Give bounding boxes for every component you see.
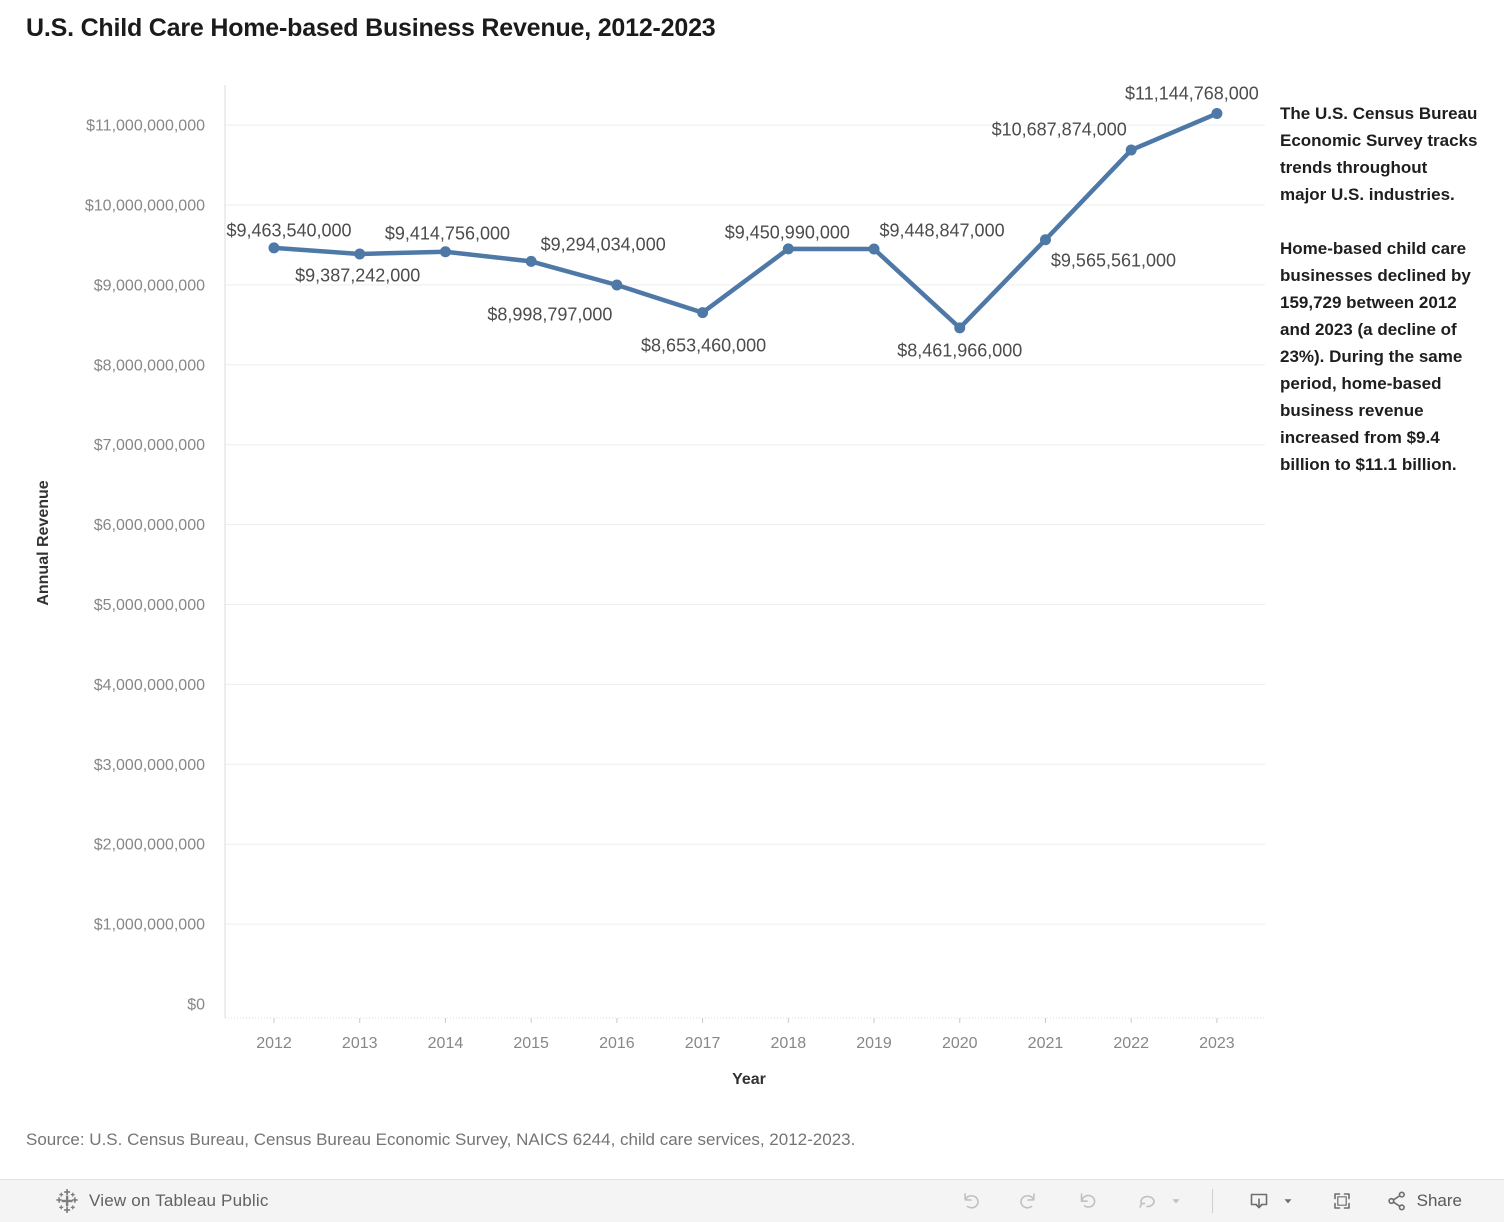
data-point[interactable]	[697, 307, 709, 319]
download-button[interactable]	[1246, 1188, 1272, 1214]
share-button[interactable]: Share	[1385, 1189, 1462, 1213]
fullscreen-button[interactable]	[1329, 1188, 1355, 1214]
reset-button[interactable]	[1075, 1188, 1101, 1214]
chart-title: U.S. Child Care Home-based Business Reve…	[26, 14, 716, 42]
y-tick-label: $0	[187, 997, 205, 1014]
data-point[interactable]	[439, 246, 451, 258]
data-point[interactable]	[1125, 144, 1137, 156]
data-point[interactable]	[868, 243, 880, 255]
data-point-label: $8,998,797,000	[487, 304, 613, 325]
y-tick-label: $3,000,000,000	[94, 757, 205, 774]
data-point[interactable]	[268, 242, 280, 254]
x-tick-label: 2018	[771, 1035, 807, 1052]
x-tick-label: 2023	[1199, 1035, 1235, 1052]
refresh-options-button[interactable]	[1168, 1188, 1184, 1214]
x-tick-label: 2017	[685, 1035, 721, 1052]
data-point[interactable]	[954, 322, 966, 334]
data-point[interactable]	[1211, 108, 1223, 120]
y-tick-label: $11,000,000,000	[86, 118, 205, 135]
data-point-label: $9,387,242,000	[295, 265, 421, 286]
y-tick-label: $1,000,000,000	[94, 917, 205, 934]
refresh-button[interactable]	[1134, 1188, 1160, 1214]
x-axis-title: Year	[732, 1071, 766, 1088]
data-point-label: $9,294,034,000	[540, 234, 666, 255]
data-point-label: $9,414,756,000	[384, 223, 510, 244]
y-tick-label: $8,000,000,000	[94, 357, 205, 374]
redo-icon	[1019, 1193, 1035, 1209]
undo-icon	[963, 1193, 979, 1209]
plot-area[interactable]: $0 $1,000,000,000 $2,000,000,000 $3,000,000…	[0, 0, 1504, 1115]
data-point-label: $9,463,540,000	[226, 220, 352, 241]
data-point[interactable]	[525, 255, 537, 267]
y-tick-label: $10,000,000,000	[85, 198, 205, 215]
x-tick-label: 2022	[1113, 1035, 1149, 1052]
data-point-label: $9,565,561,000	[1050, 250, 1177, 271]
download-icon	[1250, 1193, 1267, 1209]
x-tick-label: 2020	[942, 1035, 978, 1052]
y-tick-label: $7,000,000,000	[94, 437, 205, 454]
tableau-logo-icon	[56, 1189, 78, 1213]
data-point-label: $9,448,847,000	[879, 220, 1005, 241]
x-tick-label: 2014	[428, 1035, 464, 1052]
fullscreen-icon	[1333, 1193, 1350, 1209]
data-point-label: $10,687,874,000	[991, 119, 1127, 140]
data-point-label: $8,653,460,000	[641, 335, 767, 356]
x-tick-label: 2021	[1028, 1035, 1064, 1052]
annotation-paragraph: The U.S. Census Bureau Economic Survey t…	[1280, 104, 1478, 204]
data-point-label: $11,144,768,000	[1125, 83, 1259, 104]
y-tick-label: $9,000,000,000	[94, 277, 205, 294]
share-icon	[1387, 1191, 1405, 1211]
refresh-icon	[1139, 1195, 1155, 1208]
source-caption: Source: U.S. Census Bureau, Census Burea…	[26, 1130, 856, 1149]
download-options-button[interactable]	[1280, 1188, 1296, 1214]
y-axis-title: Annual Revenue	[35, 480, 52, 606]
x-tick-label: 2016	[599, 1035, 635, 1052]
view-on-tableau-public-link[interactable]: View on Tableau Public	[54, 1188, 269, 1214]
x-tick-label: 2013	[342, 1035, 378, 1052]
data-point[interactable]	[354, 248, 366, 260]
view-on-tableau-public-label: View on Tableau Public	[89, 1191, 269, 1210]
share-label: Share	[1416, 1191, 1462, 1210]
y-tick-label: $2,000,000,000	[94, 837, 205, 854]
annotation-text: The U.S. Census Bureau Economic Survey t…	[1280, 100, 1504, 505]
replay-icon	[1080, 1193, 1096, 1208]
toolbar-separator	[1211, 1189, 1213, 1213]
data-point[interactable]	[611, 279, 623, 291]
x-tick-label: 2012	[256, 1035, 292, 1052]
y-tick-label: $4,000,000,000	[94, 677, 205, 694]
x-tick-label: 2019	[856, 1035, 892, 1052]
y-tick-label: $6,000,000,000	[94, 517, 205, 534]
undo-button[interactable]	[957, 1188, 983, 1214]
data-point[interactable]	[782, 243, 794, 255]
revenue-line[interactable]	[271, 111, 1220, 331]
caret-down-icon	[1172, 1199, 1180, 1204]
redo-button[interactable]	[1016, 1188, 1042, 1214]
annotation-paragraph: Home-based child care businesses decline…	[1280, 239, 1471, 474]
data-point[interactable]	[1039, 234, 1051, 246]
toolbar-actions: Share	[957, 1188, 1462, 1214]
tableau-toolbar: View on Tableau Public	[0, 1179, 1504, 1222]
data-point-label: $8,461,966,000	[897, 340, 1023, 361]
caret-down-icon	[1284, 1199, 1292, 1204]
data-point-label: $9,450,990,000	[724, 222, 850, 243]
y-tick-label: $5,000,000,000	[94, 597, 205, 614]
x-tick-label: 2015	[513, 1035, 549, 1052]
